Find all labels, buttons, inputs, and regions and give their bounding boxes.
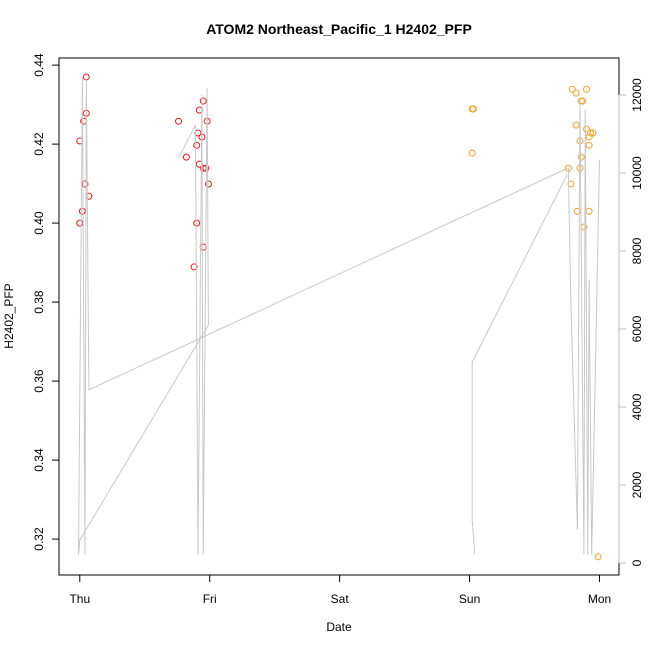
point bbox=[583, 125, 591, 133]
y2-tick-label: 6000 bbox=[630, 315, 644, 342]
x-tick-label: Thu bbox=[69, 592, 90, 606]
point bbox=[585, 141, 593, 149]
y2-tick-label: 0 bbox=[630, 559, 644, 566]
y2-tick-label: 8000 bbox=[630, 237, 644, 264]
plot-frame bbox=[58, 57, 620, 576]
point bbox=[78, 207, 86, 215]
point bbox=[586, 129, 594, 137]
point bbox=[193, 219, 201, 227]
x-tick-label: Sat bbox=[331, 592, 350, 606]
y-axis-label: H2402_PFP bbox=[2, 283, 16, 348]
point bbox=[585, 207, 593, 215]
point bbox=[199, 97, 207, 105]
y-tick-label: 0.38 bbox=[32, 290, 46, 314]
point bbox=[585, 133, 593, 141]
point bbox=[568, 85, 576, 93]
chart-title: ATOM2 Northeast_Pacific_1 H2402_PFP bbox=[206, 21, 472, 37]
y2-tick-label: 4000 bbox=[630, 393, 644, 420]
x-tick-label: Sun bbox=[459, 592, 480, 606]
point bbox=[190, 263, 198, 271]
point bbox=[572, 121, 580, 129]
point bbox=[76, 219, 84, 227]
y-tick-label: 0.34 bbox=[32, 448, 46, 472]
y-tick-label: 0.32 bbox=[32, 527, 46, 551]
y2-tick-label: 2000 bbox=[630, 471, 644, 498]
point bbox=[469, 105, 477, 113]
point bbox=[583, 85, 591, 93]
point bbox=[202, 164, 210, 172]
point bbox=[594, 553, 602, 561]
y-tick-label: 0.36 bbox=[32, 369, 46, 393]
point bbox=[204, 180, 212, 188]
y2-tick-label: 12000 bbox=[630, 78, 644, 112]
y2-tick-label: 10000 bbox=[630, 156, 644, 190]
point bbox=[573, 207, 581, 215]
y-tick-label: 0.40 bbox=[32, 211, 46, 235]
y-tick-label: 0.44 bbox=[32, 53, 46, 77]
y-tick-label: 0.42 bbox=[32, 132, 46, 156]
x-axis-label: Date bbox=[326, 620, 352, 634]
x-tick-label: Fri bbox=[203, 592, 217, 606]
point bbox=[468, 149, 476, 157]
point bbox=[182, 153, 190, 161]
point bbox=[567, 180, 575, 188]
point bbox=[589, 129, 597, 137]
point bbox=[175, 117, 183, 125]
point bbox=[572, 89, 580, 97]
line bbox=[78, 77, 600, 555]
point bbox=[577, 153, 585, 161]
x-tick-label: Mon bbox=[588, 592, 611, 606]
point bbox=[193, 141, 201, 149]
